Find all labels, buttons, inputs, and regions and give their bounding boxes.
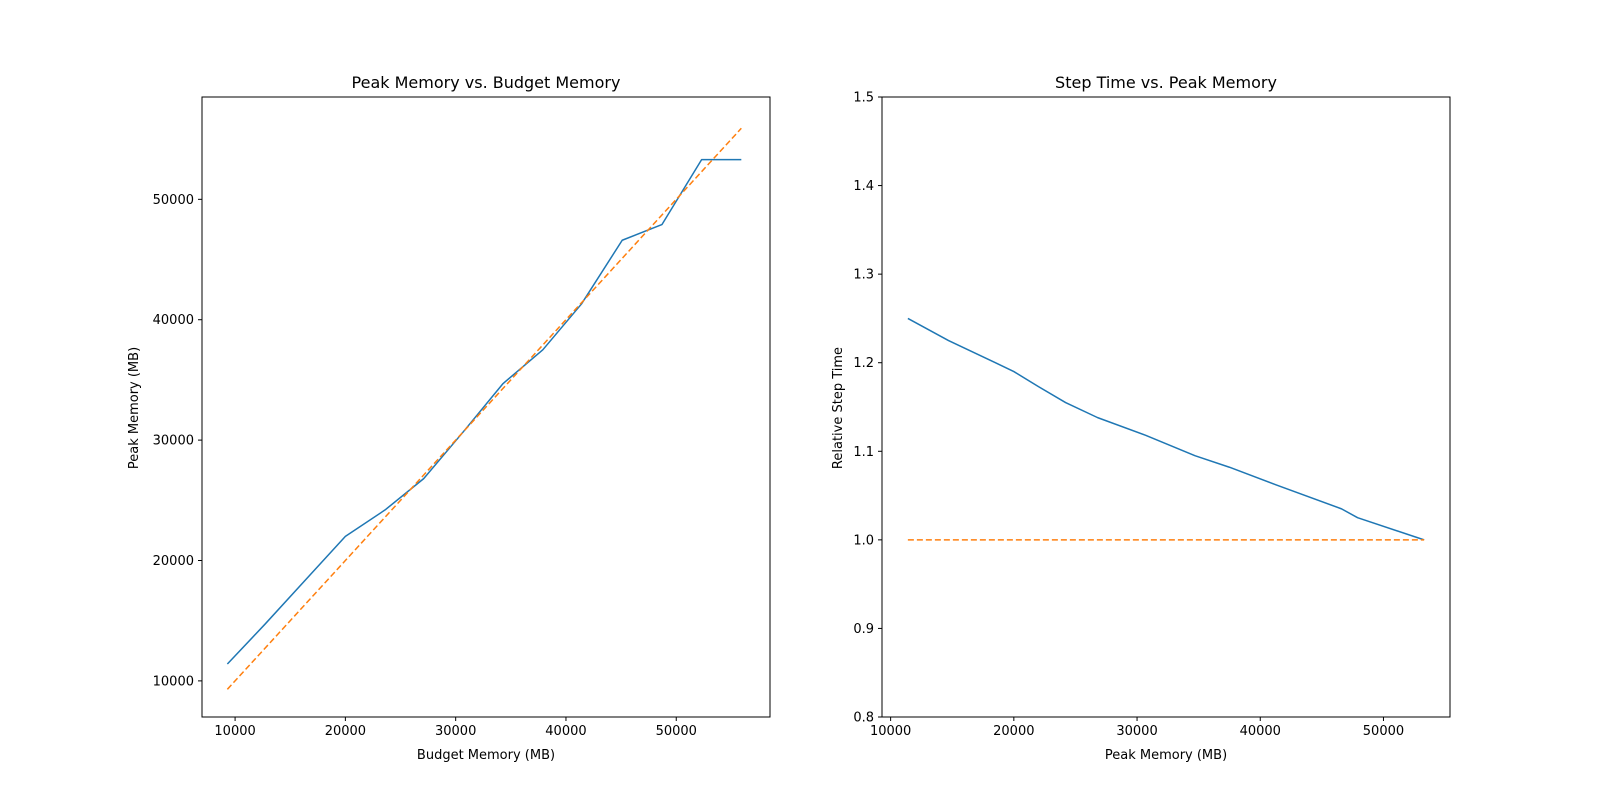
- x-tick-label: 10000: [870, 724, 911, 739]
- chart-title: Peak Memory vs. Budget Memory: [352, 73, 621, 92]
- series-line-peak: [226, 158, 742, 665]
- y-tick-label: 0.8: [853, 711, 874, 726]
- y-tick-label: 30000: [153, 434, 194, 449]
- series-line-step-time: [907, 317, 1425, 541]
- plot-frame: [881, 96, 1451, 718]
- x-tick-label: 50000: [1363, 724, 1404, 739]
- y-tick-label: 1.0: [853, 533, 874, 548]
- chart-title: Step Time vs. Peak Memory: [1055, 73, 1277, 92]
- y-tick-label: 1.1: [853, 445, 874, 460]
- y-tick-label: 20000: [153, 554, 194, 569]
- y-tick-label: 1.4: [853, 179, 874, 194]
- plot-frame: [201, 96, 771, 718]
- y-ticks: 0.8 0.9 1.0 1.1 1.2 1.3 1.4 1.5: [853, 91, 882, 726]
- chart-steptime-vs-peak: Step Time vs. Peak Memory Peak Memory (M…: [831, 73, 1451, 763]
- x-tick-label: 30000: [435, 724, 476, 739]
- x-axis-label: Budget Memory (MB): [417, 748, 555, 763]
- y-tick-label: 1.2: [853, 356, 874, 371]
- x-tick-label: 40000: [1240, 724, 1281, 739]
- y-tick-label: 40000: [153, 313, 194, 328]
- y-tick-label: 1.3: [853, 268, 874, 283]
- x-tick-label: 20000: [993, 724, 1034, 739]
- x-tick-label: 30000: [1116, 724, 1157, 739]
- x-ticks: 10000 20000 30000 40000 50000: [214, 717, 697, 739]
- x-axis-label: Peak Memory (MB): [1105, 748, 1227, 763]
- x-tick-label: 50000: [656, 724, 697, 739]
- x-tick-label: 20000: [325, 724, 366, 739]
- y-tick-label: 10000: [153, 674, 194, 689]
- y-tick-label: 1.5: [853, 91, 874, 106]
- x-tick-label: 40000: [545, 724, 586, 739]
- x-tick-label: 10000: [214, 724, 255, 739]
- y-tick-label: 0.9: [853, 622, 874, 637]
- series-layer: [226, 127, 742, 690]
- y-ticks: 10000 20000 30000 40000 50000: [153, 193, 202, 689]
- chart-peak-vs-budget: Peak Memory vs. Budget Memory Budget Mem…: [127, 73, 771, 763]
- y-axis-label: Relative Step Time: [831, 347, 846, 469]
- series-line-budget: [226, 127, 742, 690]
- y-axis-label: Peak Memory (MB): [127, 347, 142, 469]
- x-ticks: 10000 20000 30000 40000 50000: [870, 717, 1404, 739]
- y-tick-label: 50000: [153, 193, 194, 208]
- series-layer: [907, 317, 1425, 541]
